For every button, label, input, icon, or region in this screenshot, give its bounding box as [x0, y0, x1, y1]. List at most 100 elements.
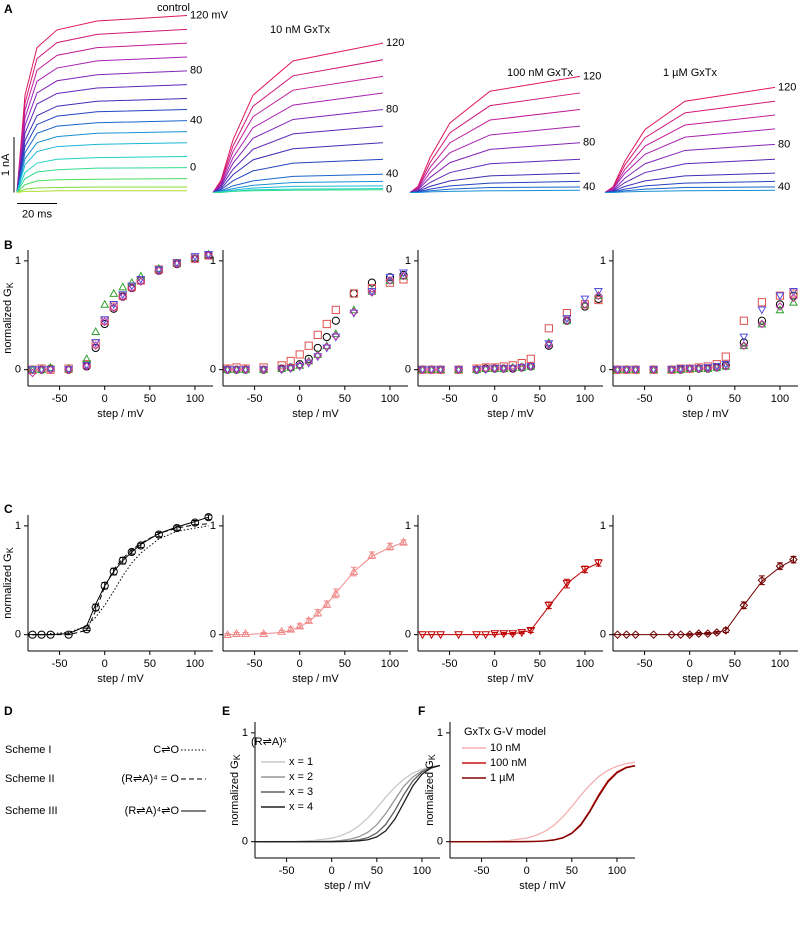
y-tick-label: 1 [15, 255, 21, 267]
data-point [517, 629, 527, 638]
data-point [508, 365, 518, 374]
data-point [613, 630, 622, 639]
data-point [331, 588, 341, 597]
y-tick-label: 1 [600, 520, 606, 532]
data-point [277, 364, 286, 373]
data-point [775, 291, 785, 300]
scale-bar-x-label: 20 ms [22, 208, 52, 220]
data-point [580, 566, 590, 575]
data-point [775, 302, 785, 311]
data-line [16, 15, 188, 193]
data-point [789, 555, 798, 564]
y-axis-label-sub: K [5, 547, 15, 553]
data-point [127, 278, 137, 287]
y-tick-label: 1 [405, 520, 411, 532]
data-point [544, 324, 553, 333]
error-bar [128, 549, 135, 555]
data-line [16, 156, 188, 193]
data-line [16, 70, 188, 193]
data-point [526, 362, 536, 371]
data-point [481, 364, 490, 373]
data-point [367, 278, 377, 287]
legend-label: 1 µM [490, 772, 515, 784]
data-point [739, 338, 748, 347]
error-bar [509, 632, 516, 636]
data-point [46, 365, 55, 374]
data-line [212, 42, 384, 193]
data-point [136, 277, 146, 286]
chart-title: control [157, 2, 190, 14]
y-tick-label: 0 [600, 629, 606, 641]
data-point [82, 362, 91, 371]
data-point [223, 366, 232, 375]
data-line [16, 42, 188, 193]
data-point [241, 628, 251, 637]
x-axis-label: step / mV [292, 408, 339, 420]
y-axis-label: normalized GK [2, 547, 15, 618]
data-point [622, 630, 631, 639]
x-tick-label: 50 [729, 393, 741, 405]
data-line [450, 764, 636, 843]
y-tick-label: 0 [210, 364, 216, 376]
x-tick-label: 50 [144, 658, 156, 670]
scheme-label: Scheme III [5, 805, 58, 817]
data-point [136, 541, 145, 550]
y-tick-label: 1 [15, 520, 21, 532]
data-point [472, 366, 482, 375]
data-line [227, 541, 404, 636]
data-line [16, 120, 188, 193]
x-axis-label: step / mV [97, 408, 144, 420]
data-point [82, 360, 91, 369]
data-point [331, 305, 340, 314]
chart-title: 1 µM GxTx [663, 67, 718, 79]
data-line [409, 109, 581, 193]
trace-label: 40 [386, 168, 398, 180]
data-point [109, 301, 119, 310]
legend-title: GxTx G-V model [464, 726, 546, 738]
error-bar [191, 519, 198, 526]
data-point [739, 600, 749, 610]
data-point [82, 625, 91, 634]
scheme-model: (R⇌A)⁴⇌O [125, 805, 180, 817]
trace-label: 80 [583, 137, 595, 149]
data-point [127, 283, 137, 293]
data-point [259, 366, 269, 375]
data-point [508, 364, 518, 373]
data-point [172, 259, 182, 269]
data-line [604, 100, 776, 193]
data-point [667, 365, 676, 374]
data-point [631, 365, 640, 374]
data-point [613, 365, 622, 374]
data-point [286, 356, 295, 366]
data-point [775, 300, 785, 309]
trace-label: 120 [386, 37, 404, 49]
x-tick-label: 100 [381, 658, 399, 670]
data-point [594, 295, 603, 305]
data-point [100, 581, 109, 590]
data-point [427, 365, 436, 374]
data-line [617, 559, 794, 636]
data-point [649, 366, 659, 375]
y-tick-label: 0 [405, 629, 411, 641]
data-point [667, 630, 676, 639]
x-axis-label: step / mV [682, 408, 729, 420]
error-bar [296, 623, 303, 629]
data-point [118, 556, 127, 565]
data-point [154, 263, 164, 272]
data-point [91, 603, 100, 612]
x-axis-label: step / mV [324, 880, 371, 892]
data-point [427, 631, 436, 640]
data-point [241, 365, 250, 374]
y-tick-label: 0 [437, 836, 443, 848]
data-line [449, 761, 636, 843]
trace-label: 80 [778, 138, 790, 150]
data-point [286, 362, 296, 371]
data-line [16, 186, 187, 193]
data-point [562, 316, 572, 326]
data-point [757, 306, 767, 315]
data-point [304, 615, 314, 624]
data-point [28, 366, 37, 375]
y-tick-label: 1 [242, 727, 248, 739]
data-point [349, 289, 358, 298]
